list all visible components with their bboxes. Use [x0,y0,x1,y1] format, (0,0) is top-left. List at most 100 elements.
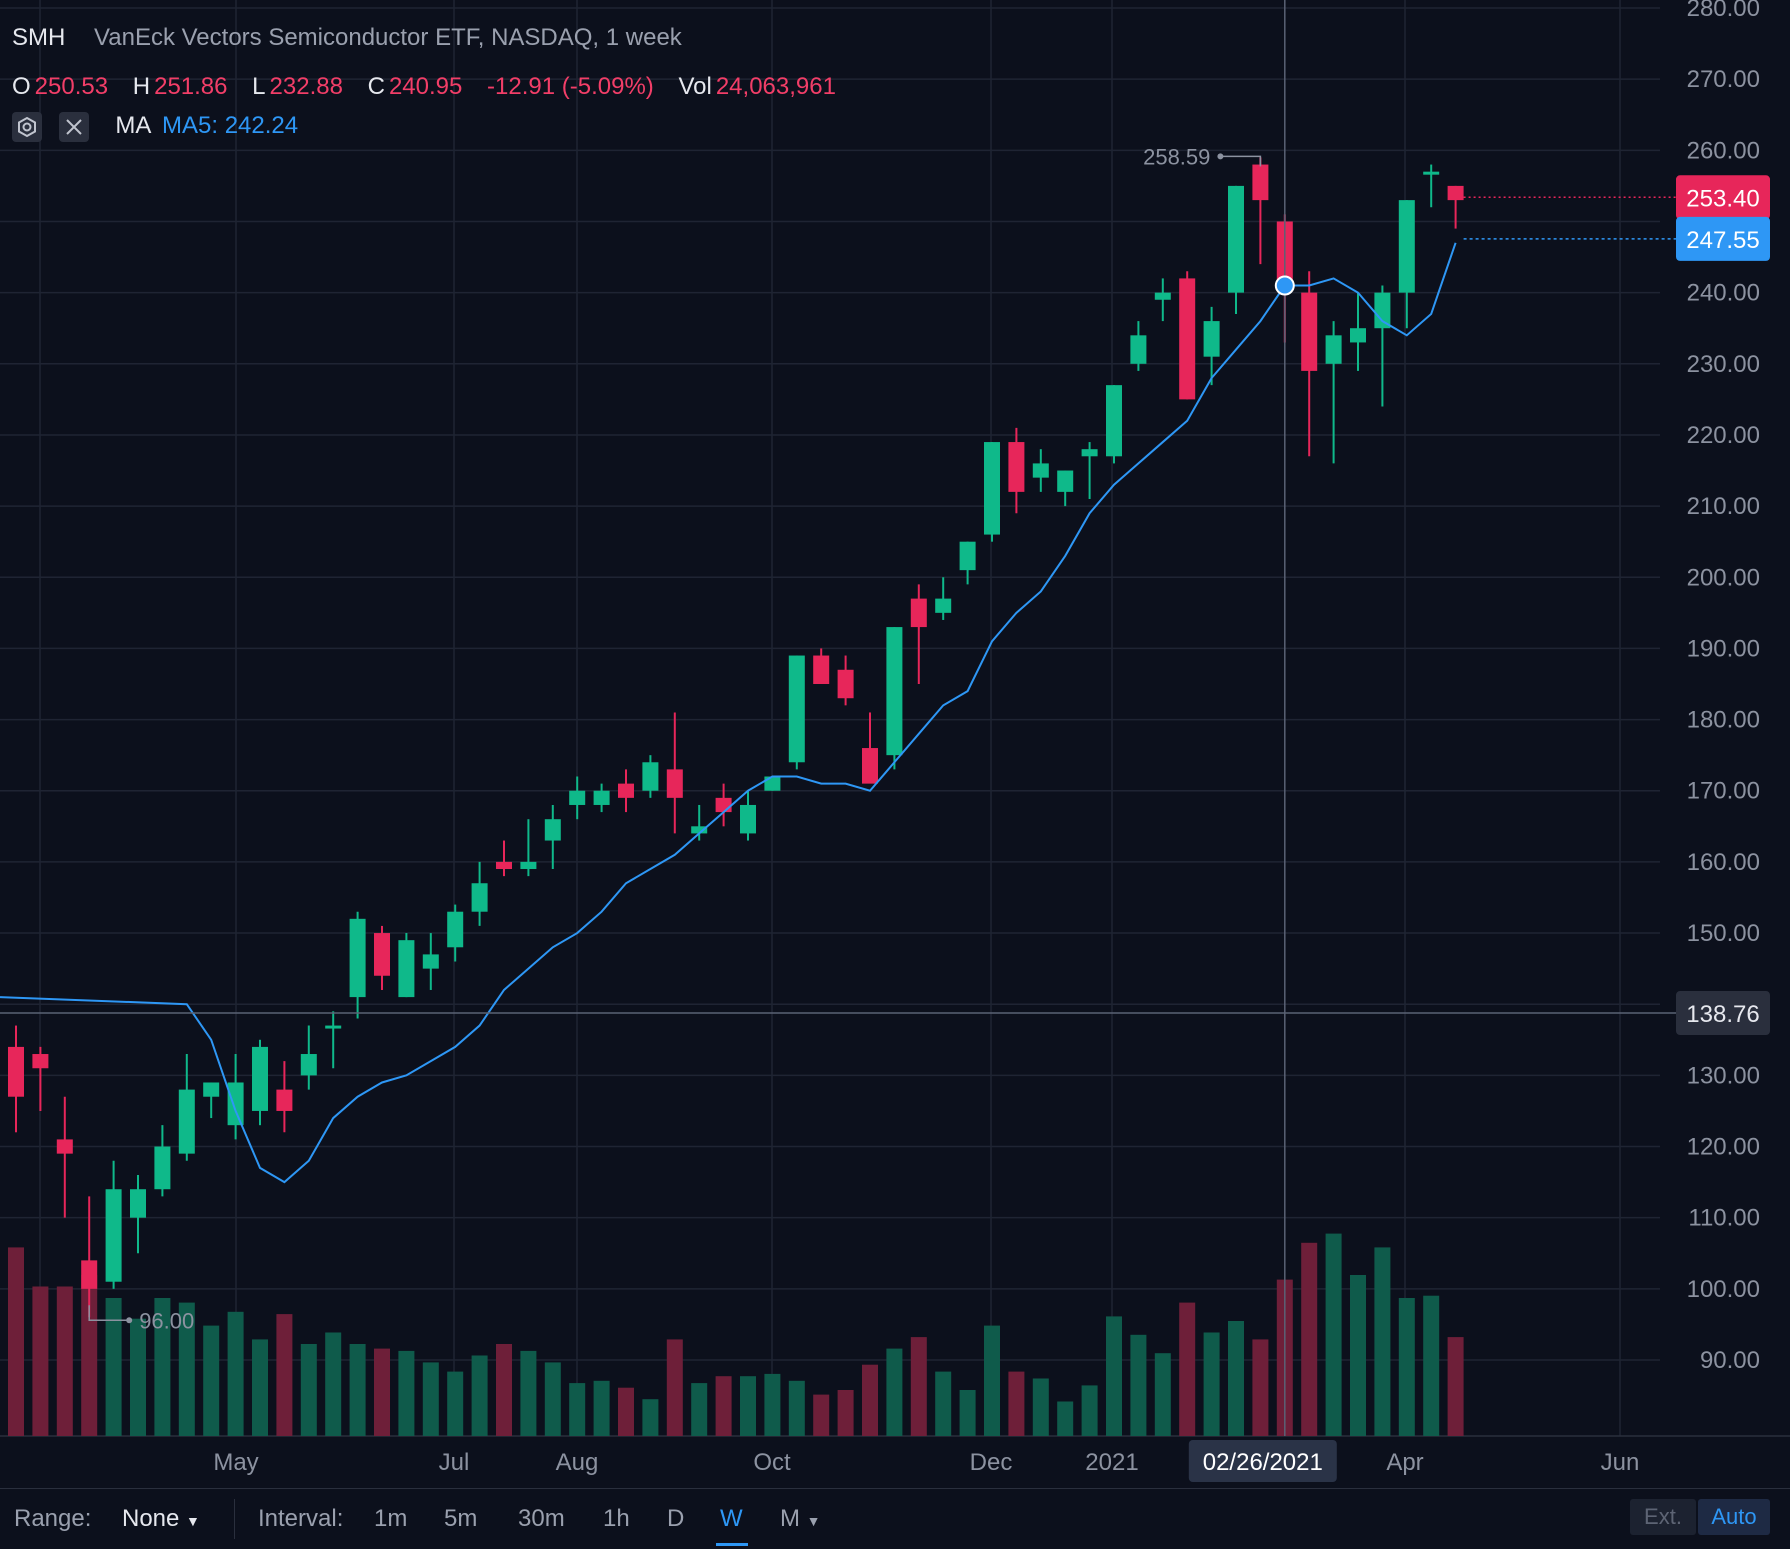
candle [1423,164,1440,208]
candle-body [1398,200,1415,293]
candle-body [691,826,708,834]
volume-bar [886,1348,903,1436]
volume-bar [813,1394,830,1436]
candle-body [959,541,976,571]
last-price-tag-text: 253.40 [1686,185,1759,212]
candle-body [349,918,366,998]
candle [1398,200,1415,329]
auto-button[interactable]: Auto [1698,1499,1770,1535]
candle [788,655,805,770]
change-value: -12.91 (-5.09%) [487,73,654,100]
volume-bar [1057,1401,1074,1436]
candle [105,1160,122,1289]
candle-body [593,790,610,805]
x-tick-label: Jun [1601,1449,1640,1476]
interval-1m[interactable]: 1m [374,1505,408,1532]
crosshair [0,0,1680,1436]
high-marker-label: 258.59 [1143,144,1210,169]
candle [1374,285,1391,407]
chart-grid [0,0,1790,1437]
volume-bar [8,1247,24,1436]
symbol-description: VanEck Vectors Semiconductor ETF, NASDAQ… [94,24,682,51]
candle-body [666,769,683,798]
candle [203,1082,220,1119]
candle [8,1025,24,1133]
candle-body [886,627,903,756]
candle [886,627,903,770]
candle [569,776,586,820]
interval-30m[interactable]: 30m [518,1505,565,1532]
ma5-line [0,242,1457,1184]
volume-bar [837,1390,854,1436]
ma-price-tag-text: 247.55 [1686,227,1759,254]
x-tick-label: Oct [753,1449,791,1476]
y-tick-label: 120.00 [1687,1134,1760,1161]
interval-m: M [780,1505,800,1532]
ohlc-legend: O 250.53 H 251.86 L 232.88 C 240.95 -12.91 (… [12,73,854,101]
candle-body [130,1189,146,1218]
volume-bar [1423,1295,1440,1436]
volume-bar [984,1325,1000,1436]
indicator-name: MA [115,112,152,140]
volume-bar [1252,1339,1269,1436]
crosshair-date-bg [1188,1440,1337,1482]
y-tick-label: 100.00 [1687,1276,1760,1303]
candle-body [1374,292,1391,329]
volume-bar [715,1376,732,1436]
candle [1106,385,1122,464]
ext-button[interactable]: Ext. [1630,1499,1696,1535]
price-markers: 258.59 96.00 [88,144,1262,1333]
volume-bar [544,1362,561,1436]
candle [520,819,537,877]
candle [471,861,488,926]
settings-icon[interactable] [12,112,42,142]
candle-body [910,598,927,628]
crosshair-price-tag-bg [1676,991,1770,1036]
interval-label: Interval: [258,1505,344,1532]
range-dropdown[interactable]: None ▼ [122,1505,200,1533]
candle [984,442,1000,542]
volume-bar [496,1344,512,1436]
candle [1350,292,1366,371]
bottom-toolbar: Range: None ▼ Interval: 1m 5m 30m 1h D W… [0,1488,1790,1549]
candle-body [471,883,488,912]
volume-bar [910,1337,927,1436]
candle-body [154,1146,171,1190]
candle [56,1096,73,1218]
interval-m-dropdown[interactable]: M ▼ [780,1505,821,1533]
candle-body [105,1189,122,1282]
candle-body [447,911,464,948]
candle-body [8,1046,24,1097]
candle [593,783,610,813]
volume-bar [569,1383,586,1436]
candle-body [1154,292,1171,300]
volume-bar [764,1373,781,1436]
y-tick-label: 150.00 [1687,920,1760,947]
candle-body [300,1054,317,1076]
volume-bar [1301,1242,1318,1436]
interval-5m[interactable]: 5m [444,1505,478,1532]
interval-1h[interactable]: 1h [603,1505,630,1532]
indicator-legend: MA MA5: 242.24 [12,112,308,142]
candle-body [1228,185,1244,293]
y-tick-label: 210.00 [1687,493,1760,520]
candle-body [1008,442,1025,492]
volume-bar [1008,1371,1025,1436]
y-tick-label: 180.00 [1687,707,1760,734]
interval-d[interactable]: D [667,1505,685,1532]
candle-body [1423,171,1440,175]
volume-bar [447,1371,464,1436]
candle-body [1032,463,1049,478]
candle [154,1125,171,1197]
low-marker-dot [126,1317,133,1324]
candle-body [1252,164,1269,201]
close-icon[interactable] [58,112,89,142]
candle [276,1061,293,1133]
interval-w[interactable]: W [720,1505,743,1532]
candle [1179,271,1196,400]
candle-body [374,933,390,976]
volume-bar [666,1339,683,1436]
volume-bar [691,1383,708,1436]
candle [935,577,952,620]
